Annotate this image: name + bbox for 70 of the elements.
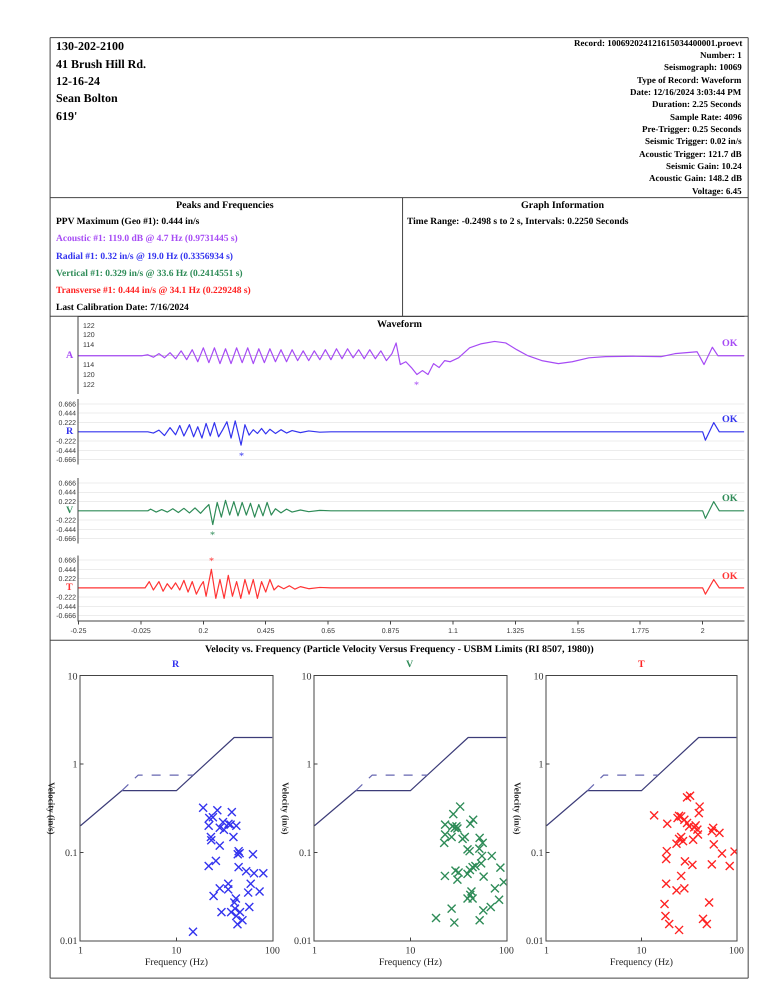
annotation: *: [414, 380, 419, 391]
x-tick-label: 100: [728, 946, 744, 957]
chart-title: T: [638, 659, 645, 670]
x-axis-title: Frequency (Hz): [378, 957, 442, 968]
annotation: *: [209, 556, 214, 567]
y-tick-label: 1: [72, 760, 78, 771]
text: Time Range: -0.2498 s to 2 s, Intervals: 0.2250 Seconds: [407, 217, 629, 227]
y-tick-label: 1: [538, 760, 544, 771]
x-tick-label: 100: [264, 946, 280, 957]
x-tick-label: 10: [171, 946, 182, 957]
line-series: [78, 568, 744, 599]
y-tick-label: 0.1: [298, 848, 312, 859]
chart-title: R: [172, 659, 180, 670]
x-tick-label: 10: [405, 946, 416, 957]
text: Seismic Gain: 10.24: [666, 161, 742, 171]
y-tick-label: 0.1: [64, 848, 78, 859]
line-series: [78, 500, 744, 526]
text: Vertical #1: 0.329 in/s @ 33.6 Hz (0.2414551 s): [56, 269, 243, 279]
text: Number: 1: [700, 50, 742, 60]
y-tick-label: 0.01: [294, 936, 312, 948]
x-tick-label: 100: [498, 946, 514, 957]
x-tick-label: 10: [636, 946, 646, 957]
text: 12-16-24: [56, 74, 100, 88]
text: Acoustic Gain: 148.2 dB: [649, 173, 742, 183]
text: Radial #1: 0.32 in/s @ 19.0 Hz (0.3356934 s): [56, 252, 233, 262]
y-axis-title: R: [66, 426, 74, 437]
text: Velocity vs. Frequency (Particle Velocity Versus Frequency - USBM Limits (RI 8507, 1980)): [205, 644, 594, 655]
text: Transverse #1: 0.444 in/s @ 34.1 Hz (0.229248 s): [56, 286, 251, 296]
annotation: *: [239, 451, 244, 462]
annotation: OK: [722, 571, 738, 582]
y-tick-label: 0.01: [526, 936, 544, 948]
text: Graph Information: [521, 200, 604, 211]
annotation: OK: [722, 338, 738, 349]
y-axis-title: V: [66, 505, 74, 516]
y-axis-title: T: [66, 582, 73, 593]
text: Duration: 2.25 Seconds: [652, 99, 742, 109]
y-tick-label: 10: [67, 671, 78, 682]
text: Record: 100692024121615034400001.proevt: [574, 38, 742, 48]
text: 619': [56, 109, 78, 123]
text: Pre-Trigger: 0.25 Seconds: [642, 124, 742, 134]
y-axis-title: Velocity (in/s): [46, 782, 56, 835]
chart-title: V: [406, 659, 414, 670]
annotation: *: [210, 530, 215, 541]
annotation: OK: [722, 414, 738, 425]
text: Voltage: 6.45: [692, 186, 742, 196]
text: PPV Maximum (Geo #1): 0.444 in/s: [56, 217, 200, 227]
text: Acoustic #1: 119.0 dB @ 4.7 Hz (0.9731445 s): [56, 234, 238, 244]
text: Type of Record: Waveform: [637, 75, 742, 85]
text: Sample Rate: 4096: [670, 112, 742, 122]
x-axis-title: Frequency (Hz): [144, 957, 208, 968]
y-tick-label: 10: [533, 671, 544, 682]
text: Sean Bolton: [56, 91, 118, 105]
y-tick-label: 1: [306, 760, 312, 771]
y-tick-label: 10: [301, 671, 312, 682]
text: 130-202-2100: [56, 39, 124, 53]
text: Last Calibration Date: 7/16/2024: [56, 303, 189, 313]
y-axis-title: Velocity (in/s): [512, 782, 522, 835]
y-axis-title: A: [66, 350, 74, 361]
text: 41 Brush Hill Rd.: [56, 57, 146, 71]
chart-title: Waveform: [377, 319, 423, 330]
text: Date: 12/16/2024 3:03:44 PM: [630, 87, 742, 97]
text: Peaks and Frequencies: [176, 200, 274, 211]
y-tick-label: 0.01: [60, 936, 78, 948]
text: Seismograph: 10069: [664, 62, 742, 72]
y-axis-title: Velocity (in/s): [280, 782, 290, 835]
x-axis-title: Frequency (Hz): [610, 957, 673, 968]
text: Seismic Trigger: 0.02 in/s: [645, 136, 742, 146]
annotation: OK: [722, 493, 738, 504]
y-tick-label: 0.1: [530, 848, 544, 859]
text: Acoustic Trigger: 121.7 dB: [639, 149, 742, 159]
